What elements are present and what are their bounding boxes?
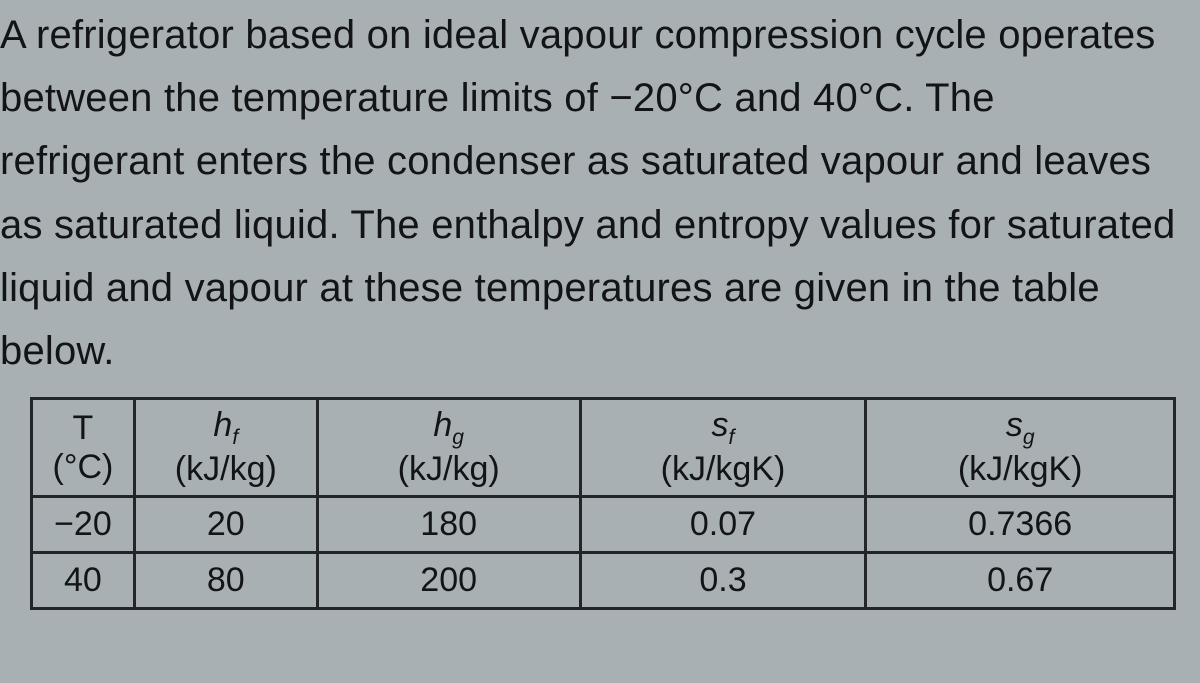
cell-temp: 40 xyxy=(32,552,135,608)
col-header-hf: hf (kJ/kg) xyxy=(134,399,317,497)
cell-temp: −20 xyxy=(32,496,135,552)
cell-sf: 0.07 xyxy=(580,496,866,552)
table-header-row: T (°C) hf (kJ/kg) hg (kJ/kg) sf (kJ/kgK)… xyxy=(32,399,1175,497)
col-header-sf: sf (kJ/kgK) xyxy=(580,399,866,497)
cell-hg: 180 xyxy=(317,496,580,552)
cell-hg: 200 xyxy=(317,552,580,608)
properties-table: T (°C) hf (kJ/kg) hg (kJ/kg) sf (kJ/kgK)… xyxy=(30,397,1176,610)
properties-table-wrapper: T (°C) hf (kJ/kg) hg (kJ/kg) sf (kJ/kgK)… xyxy=(0,397,1188,610)
cell-hf: 80 xyxy=(134,552,317,608)
col-header-sg: sg (kJ/kgK) xyxy=(866,399,1175,497)
col-header-temperature: T (°C) xyxy=(32,399,135,497)
problem-statement: A refrigerator based on ideal vapour com… xyxy=(0,4,1188,383)
text-line: A refrigerator based on ideal vapour com… xyxy=(0,13,987,57)
table-row: 40 80 200 0.3 0.67 xyxy=(32,552,1175,608)
page: A refrigerator based on ideal vapour com… xyxy=(0,0,1200,683)
table-row: −20 20 180 0.07 0.7366 xyxy=(32,496,1175,552)
cell-sg: 0.67 xyxy=(866,552,1175,608)
cell-hf: 20 xyxy=(134,496,317,552)
cell-sg: 0.7366 xyxy=(866,496,1175,552)
col-header-hg: hg (kJ/kg) xyxy=(317,399,580,497)
cell-sf: 0.3 xyxy=(580,552,866,608)
